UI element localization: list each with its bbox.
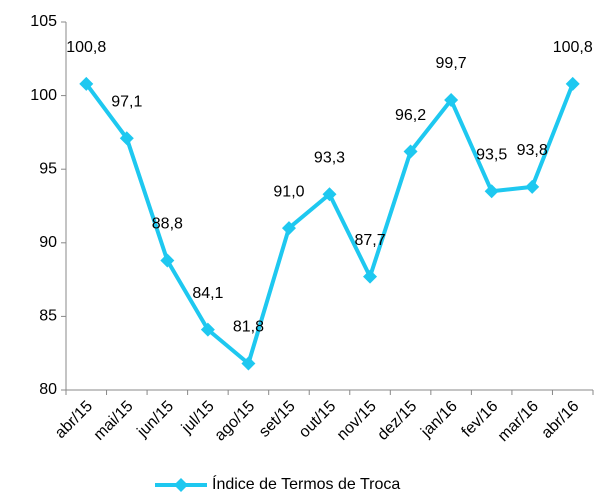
x-tick-label: jun/15 (134, 398, 178, 442)
value-label: 100,8 (66, 39, 106, 56)
point (403, 144, 418, 159)
point (119, 131, 134, 146)
x-tick-label: mai/15 (91, 398, 137, 444)
value-label: 93,3 (314, 149, 345, 166)
legend-label: Índice de Termos de Troca (212, 474, 400, 492)
legend-marker (174, 478, 188, 492)
x-tick-label: dez/15 (374, 398, 420, 444)
x-tick-label: nov/15 (334, 398, 380, 444)
value-label: 96,2 (395, 107, 426, 124)
point (241, 356, 256, 371)
y-tick-label: 100 (30, 87, 57, 104)
x-tick-label: mar/16 (495, 398, 542, 445)
value-label: 93,8 (517, 142, 548, 159)
x-tick-label: abr/16 (538, 398, 582, 442)
x-tick-label: set/15 (256, 398, 299, 441)
point (484, 184, 499, 199)
value-label: 84,1 (192, 285, 223, 302)
point (160, 253, 175, 268)
value-label: 88,8 (152, 216, 183, 233)
y-tick-label: 95 (39, 160, 57, 177)
value-label: 81,8 (233, 319, 264, 336)
x-tick-label: abr/15 (52, 398, 96, 442)
point (200, 322, 215, 337)
point (79, 76, 94, 91)
x-tick-label: jan/16 (417, 398, 461, 442)
value-label: 100,8 (553, 39, 593, 56)
y-tick-label: 80 (39, 381, 57, 398)
x-tick-label: out/15 (296, 398, 340, 442)
y-tick-label: 90 (39, 234, 57, 251)
point (281, 221, 296, 236)
point (444, 93, 459, 108)
point (565, 76, 580, 91)
value-label: 91,0 (273, 183, 304, 200)
y-tick-label: 85 (39, 308, 57, 325)
x-tick-label: ago/15 (212, 398, 259, 445)
value-label: 97,1 (111, 94, 142, 111)
point (525, 179, 540, 194)
point (322, 187, 337, 202)
y-tick-label: 105 (30, 13, 57, 30)
point (363, 269, 378, 284)
value-label: 87,7 (354, 232, 385, 249)
value-label: 93,5 (476, 146, 507, 163)
value-label: 99,7 (436, 55, 467, 72)
